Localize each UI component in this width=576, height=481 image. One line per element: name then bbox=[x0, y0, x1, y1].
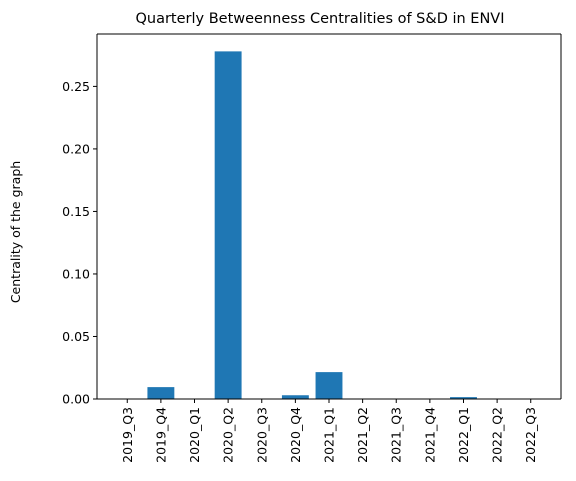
x-tick-label: 2020_Q1 bbox=[187, 407, 202, 463]
bar-2022_Q1 bbox=[450, 397, 477, 399]
bar-2020_Q4 bbox=[281, 395, 309, 399]
x-tick-label: 2020_Q4 bbox=[288, 407, 303, 463]
x-tick-label: 2019_Q4 bbox=[153, 407, 168, 463]
bar-2021_Q1 bbox=[315, 372, 343, 399]
x-tick-label: 2021_Q2 bbox=[355, 407, 370, 463]
y-tick-label: 0.15 bbox=[62, 204, 90, 219]
plot-frame bbox=[96, 33, 562, 400]
y-axis-label: Centrality of the graph bbox=[8, 161, 23, 303]
x-tick-label: 2019_Q3 bbox=[120, 407, 135, 463]
x-tick-label: 2020_Q2 bbox=[221, 407, 236, 463]
x-tick-label: 2021_Q4 bbox=[422, 407, 437, 463]
x-tick-label: 2021_Q1 bbox=[322, 407, 337, 463]
x-tick-label: 2021_Q3 bbox=[389, 407, 404, 463]
bar-2019_Q4 bbox=[147, 387, 175, 399]
y-tick-label: 0.00 bbox=[62, 392, 90, 407]
y-axis-ticks: 0.00 0.05 0.10 0.15 0.20 0.25 bbox=[62, 79, 97, 407]
y-tick-label: 0.10 bbox=[62, 266, 90, 281]
x-tick-label: 2020_Q3 bbox=[254, 407, 269, 463]
bar-2020_Q2 bbox=[214, 51, 242, 399]
x-axis-ticks: 2019_Q3 2019_Q4 2020_Q1 2020_Q2 2020_Q3 2020_… bbox=[120, 399, 538, 463]
bars-group bbox=[147, 51, 477, 399]
y-tick-label: 0.05 bbox=[62, 329, 90, 344]
chart-title: Quarterly Betweenness Centralities of S&… bbox=[135, 11, 504, 27]
y-tick-label: 0.20 bbox=[62, 141, 90, 156]
y-tick-label: 0.25 bbox=[62, 79, 90, 94]
x-tick-label: 2022_Q2 bbox=[490, 407, 505, 463]
x-tick-label: 2022_Q1 bbox=[456, 407, 471, 463]
x-tick-label: 2022_Q3 bbox=[523, 407, 538, 463]
